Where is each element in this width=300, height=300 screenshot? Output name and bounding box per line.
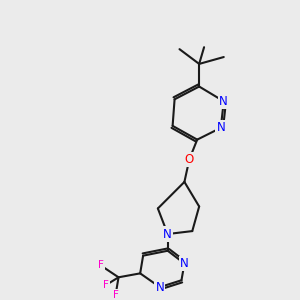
Text: N: N xyxy=(180,257,189,270)
Text: N: N xyxy=(216,121,225,134)
Text: F: F xyxy=(112,290,118,300)
Text: N: N xyxy=(163,227,172,241)
Text: F: F xyxy=(103,280,109,290)
Text: N: N xyxy=(219,95,228,108)
Text: F: F xyxy=(98,260,104,271)
Text: N: N xyxy=(155,280,164,294)
Text: O: O xyxy=(185,153,194,166)
